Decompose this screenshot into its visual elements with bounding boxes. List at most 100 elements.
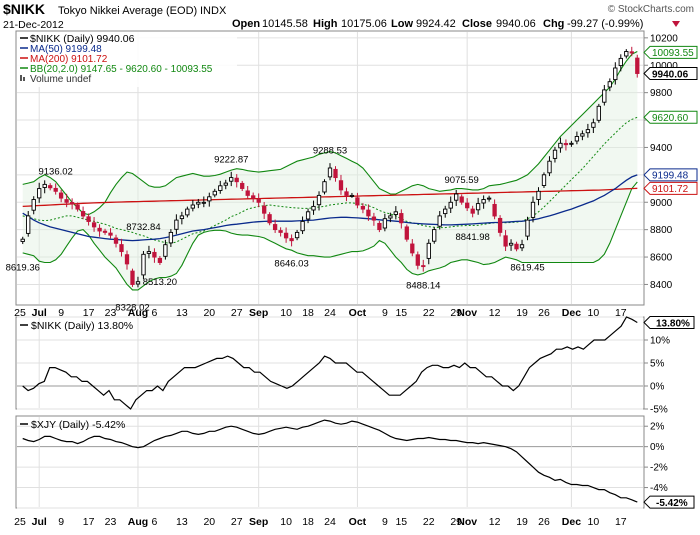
price-annotation: 8513.20 — [143, 277, 177, 288]
perf-y-tick-label: -5% — [650, 405, 668, 416]
x-label-bottom: 9 — [58, 516, 64, 528]
candle — [585, 123, 591, 138]
candle — [508, 239, 514, 251]
xjy-last-badge: -5.42% — [643, 495, 695, 509]
candle-body — [185, 208, 190, 216]
candle — [322, 179, 327, 195]
candle — [536, 187, 541, 206]
candle-body — [80, 211, 86, 217]
candle — [316, 191, 322, 211]
candle — [190, 200, 195, 212]
x-label-bottom: 9 — [382, 516, 388, 528]
candle-body — [146, 251, 152, 254]
chg-value: -99.27 (-0.99%) — [567, 18, 643, 30]
candle — [459, 194, 464, 205]
x-label-top: 26 — [538, 307, 550, 319]
price-annotation: 8732.84 — [126, 222, 160, 233]
candle-body — [558, 142, 563, 149]
price-annotation: 9222.87 — [214, 155, 248, 166]
exchange-label: INDX — [200, 5, 227, 17]
candle — [272, 219, 278, 233]
candle-body — [355, 197, 360, 206]
candle — [492, 199, 497, 220]
volume-icon-bar2 — [23, 77, 25, 81]
candle-body — [294, 231, 300, 239]
candle-body — [344, 191, 349, 196]
candle-body — [327, 167, 333, 178]
candle-body — [31, 199, 36, 211]
candle-body — [283, 232, 289, 239]
xjy-legend: $XJY (Daily) -5.42% — [31, 419, 125, 431]
candle — [421, 259, 426, 272]
candle — [102, 228, 108, 235]
candle-body — [492, 203, 497, 217]
candle — [69, 198, 75, 210]
moving-average-layer — [22, 174, 638, 242]
candle-body — [212, 190, 217, 196]
candle-body — [316, 194, 322, 206]
price-badge-text: 9620.60 — [652, 113, 689, 124]
x-label-top: 23 — [105, 307, 117, 319]
price-y-tick-label: 9400 — [650, 143, 673, 154]
x-label-top: Sep — [249, 307, 268, 319]
candle-body — [322, 181, 327, 193]
price-badge-box — [643, 168, 698, 182]
x-label-top: Jul — [32, 307, 47, 319]
candle-body — [486, 197, 492, 200]
x-label-top: 9 — [58, 307, 64, 319]
candle — [437, 211, 442, 230]
candle-body — [333, 168, 338, 179]
candle — [48, 183, 53, 191]
x-label-bottom: 22 — [423, 516, 435, 528]
candle — [168, 229, 174, 247]
low-value: 9924.42 — [416, 18, 456, 30]
x-label-bottom: Dec — [562, 516, 581, 528]
high-value: 10175.06 — [341, 18, 387, 30]
candle — [86, 213, 91, 226]
candle — [26, 211, 31, 237]
candle-body — [503, 235, 508, 247]
candle-body — [475, 203, 481, 211]
candle — [207, 192, 212, 207]
candle-body — [157, 257, 163, 263]
x-label-bottom: 12 — [489, 516, 501, 528]
xjy-last-badge-text: -5.42% — [656, 498, 688, 509]
candle-body — [602, 89, 607, 103]
candle — [283, 227, 289, 243]
price-y-tick-label: 8800 — [650, 225, 673, 236]
candle — [289, 234, 294, 247]
price-badge: 9940.06 — [643, 66, 698, 80]
candle — [558, 137, 563, 153]
candle — [179, 211, 185, 225]
x-label-top: 17 — [83, 307, 95, 319]
candle — [256, 193, 261, 208]
x-label-top: 10 — [280, 307, 292, 319]
candle — [223, 179, 228, 190]
close-value: 9940.06 — [496, 18, 536, 30]
candle — [415, 251, 420, 270]
candle-body — [519, 244, 525, 249]
legend-ma50: MA(50) 9199.48 — [30, 44, 102, 55]
perf-y-axis: -5% 0% 5% 10% — [644, 336, 670, 416]
candle — [300, 216, 305, 235]
x-label-bottom: 20 — [203, 516, 215, 528]
candle — [64, 193, 69, 208]
x-label-bottom: 15 — [395, 516, 407, 528]
candle — [541, 172, 547, 189]
candle-body — [382, 218, 388, 229]
candle-body — [267, 214, 272, 224]
candle-body — [437, 215, 442, 227]
candle-body — [349, 194, 355, 197]
perf-last-badge: 13.80% — [643, 316, 695, 329]
volume-icon — [20, 75, 22, 81]
candle — [294, 229, 300, 241]
candle — [465, 198, 470, 212]
x-label-top: 17 — [615, 307, 627, 319]
close-label: Close — [462, 18, 492, 30]
candle — [481, 195, 486, 209]
candle-body — [404, 226, 409, 240]
price-badge-text: 9940.06 — [652, 69, 689, 80]
candle-body — [229, 177, 234, 182]
